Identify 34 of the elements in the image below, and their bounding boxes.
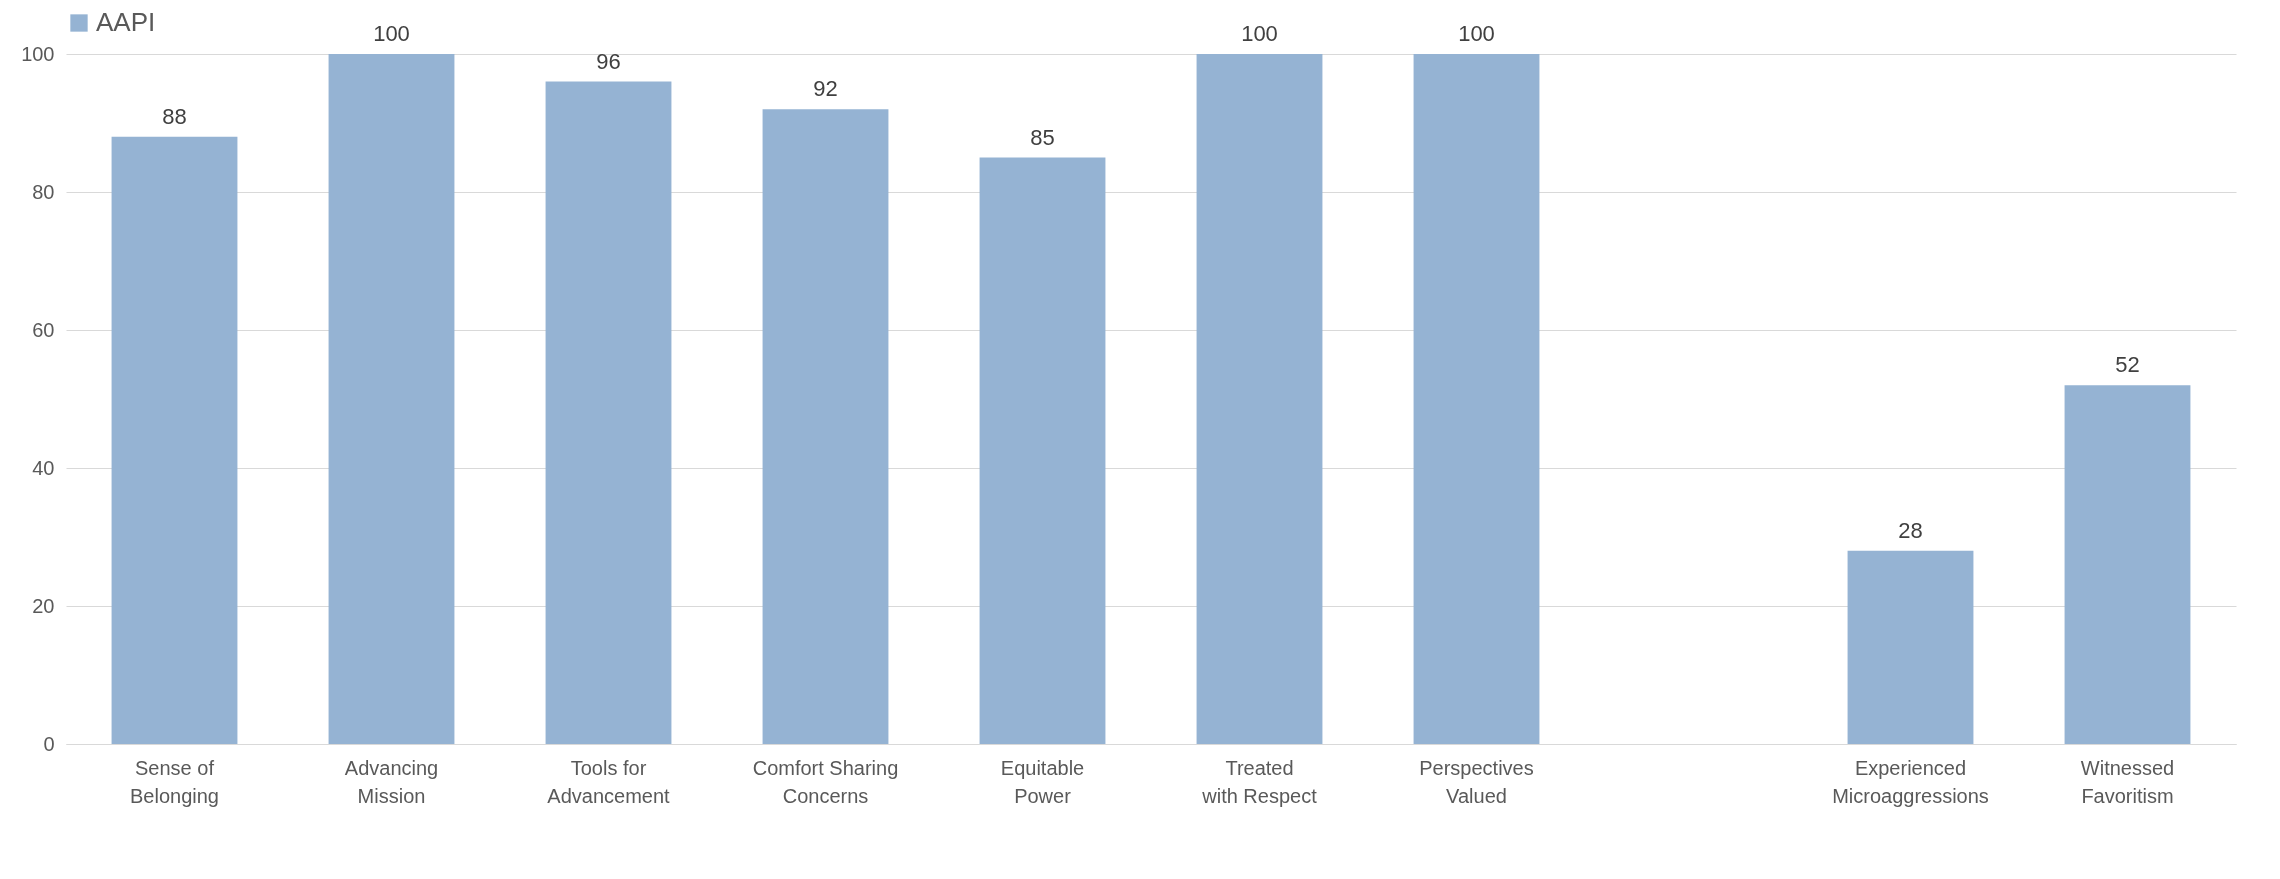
legend-label: AAPI: [96, 7, 156, 37]
y-tick-label: 20: [32, 594, 55, 617]
x-tick-label: Advancing Mission: [344, 756, 439, 807]
data-label: 88: [162, 103, 187, 129]
y-tick-label: 80: [32, 180, 55, 203]
bar: [328, 54, 455, 744]
bar: [111, 136, 238, 744]
x-tick-label: Equitable Power: [1000, 756, 1085, 807]
data-label: 92: [813, 76, 838, 102]
x-tick-label: Treated with Respect: [1201, 756, 1318, 807]
x-tick-label: Tools for Advancement: [547, 756, 671, 807]
data-label: 100: [373, 21, 410, 46]
data-label: 28: [1898, 517, 1923, 543]
y-tick-label: 60: [32, 318, 55, 341]
x-tick-label: Perspectives Valued: [1419, 756, 1534, 807]
y-tick-label: 0: [43, 732, 55, 755]
data-label: 85: [1030, 124, 1055, 150]
x-tick-label: Sense of Belonging: [130, 756, 219, 807]
data-label: 100: [1241, 21, 1278, 46]
bar: [762, 109, 889, 744]
bar: [1413, 54, 1540, 744]
bar: [1847, 550, 1974, 744]
data-label: 52: [2115, 352, 2140, 378]
x-tick-label: Comfort Sharing Concerns: [752, 756, 899, 807]
y-tick-label: 100: [21, 42, 55, 65]
x-tick-label: Experienced Microaggressions: [1832, 756, 1989, 807]
data-label: 100: [1458, 21, 1495, 46]
bar: [2064, 385, 2191, 744]
bar: [545, 81, 672, 744]
bar: [979, 157, 1106, 744]
y-tick-label: 40: [32, 456, 55, 479]
data-label: 96: [596, 48, 621, 74]
x-tick-label: Witnessed Favoritism: [2080, 756, 2175, 807]
bar: [1196, 54, 1323, 744]
